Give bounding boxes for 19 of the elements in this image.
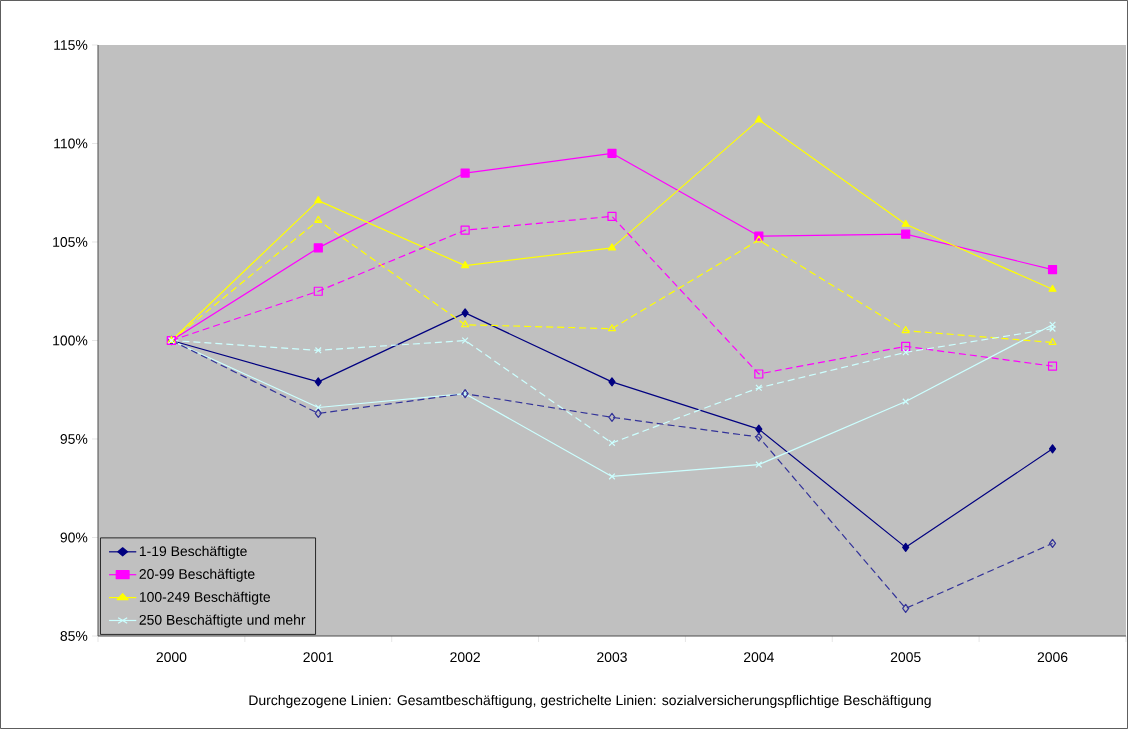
x-tick-label: 2003 [597,652,627,663]
y-tick-label: 85% [60,631,88,641]
x-tick-label: 2001 [303,652,334,663]
x-tick-label: 2002 [450,652,480,663]
legend-label: 1-19 Beschäftigte [139,545,247,559]
legend-label: 250 Beschäftigte und mehr [139,614,306,628]
x-tick-label: 2000 [156,652,187,663]
y-tick-label: 90% [60,532,88,543]
x-tick-label: 2005 [890,652,921,663]
legend-label: 100-249 Beschäftigte [139,591,271,605]
x-tick-label: 2006 [1037,652,1068,663]
y-tick-label: 95% [60,434,88,444]
y-tick-label: 115% [54,40,88,50]
x-tick-label: 2004 [744,652,774,663]
y-tick-label: 100% [53,335,88,346]
y-tick-label: 110% [54,138,88,149]
y-tick-label: 105% [53,237,88,247]
text: Durchgezogene Linien: Gesamtbeschäftigung, gestrichelte Linien: sozialversicherungspflichtige Beschäftigung [249,694,931,708]
legend-label: 20-99 Beschäftigte [139,568,255,582]
